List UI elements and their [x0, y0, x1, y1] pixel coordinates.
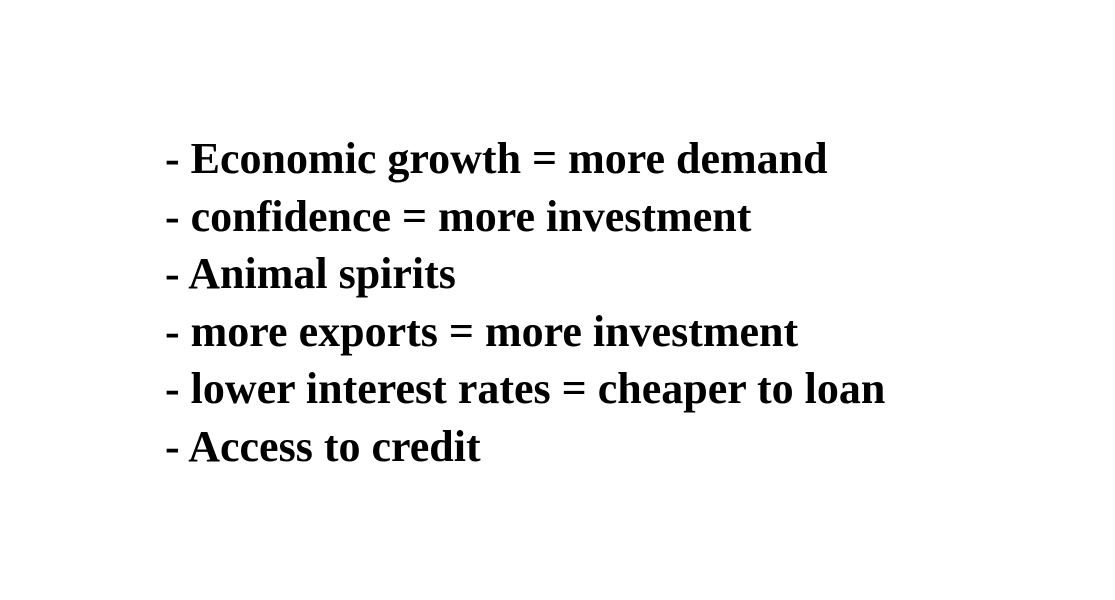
bullet-item-confidence: - confidence = more investment: [165, 191, 752, 241]
bullet-item-more-exports: - more exports = more investment: [165, 306, 799, 356]
bullet-item-animal-spirits: - Animal spirits: [165, 249, 456, 299]
bullet-list: - Economic growth = more demand - confid…: [165, 130, 885, 476]
bullet-item-economic-growth: - Economic growth = more demand: [165, 134, 828, 183]
bullet-item-lower-interest-rates: - lower interest rates = cheaper to loan: [165, 364, 886, 414]
bullet-item-access-to-credit: - Access to credit: [165, 421, 481, 471]
